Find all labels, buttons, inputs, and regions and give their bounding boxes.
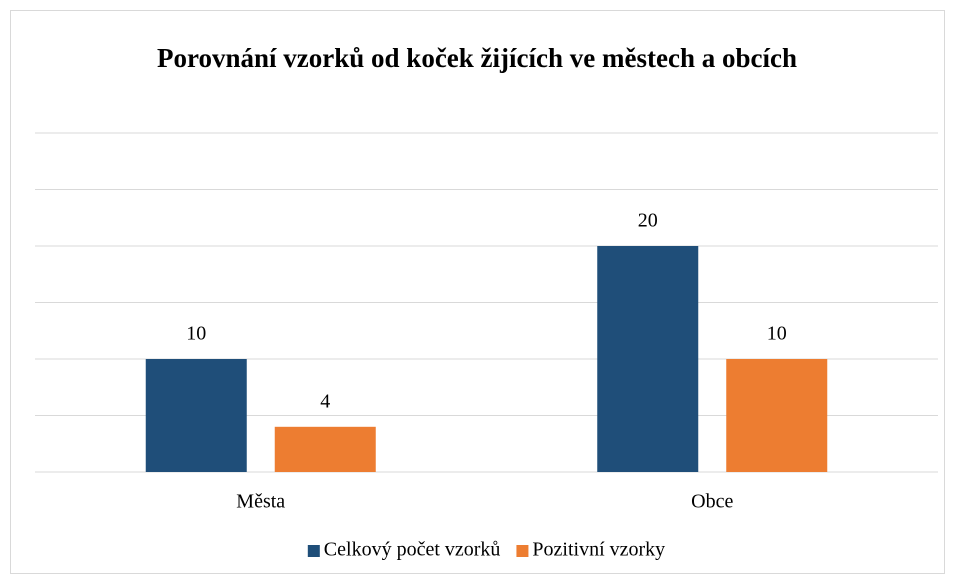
chart-border xyxy=(10,10,945,574)
x-tick-label: Obce xyxy=(691,491,733,513)
legend-label: Pozitivní vzorky xyxy=(532,539,665,561)
value-label: 10 xyxy=(767,323,787,345)
value-label: 4 xyxy=(320,390,330,412)
bar xyxy=(274,426,376,472)
value-label: 20 xyxy=(638,210,658,232)
x-tick-label: Města xyxy=(236,491,285,513)
bar xyxy=(726,359,828,472)
bar xyxy=(597,246,699,472)
legend-swatch xyxy=(307,545,320,557)
value-label: 10 xyxy=(186,323,206,345)
legend-item: Pozitivní vzorky xyxy=(516,539,665,561)
legend-swatch xyxy=(516,545,529,557)
legend-label: Celkový počet vzorků xyxy=(324,539,501,561)
legend-item: Celkový počet vzorků xyxy=(307,539,501,561)
bar xyxy=(145,359,247,472)
chart-title: Porovnání vzorků od koček žijících ve mě… xyxy=(157,43,797,73)
